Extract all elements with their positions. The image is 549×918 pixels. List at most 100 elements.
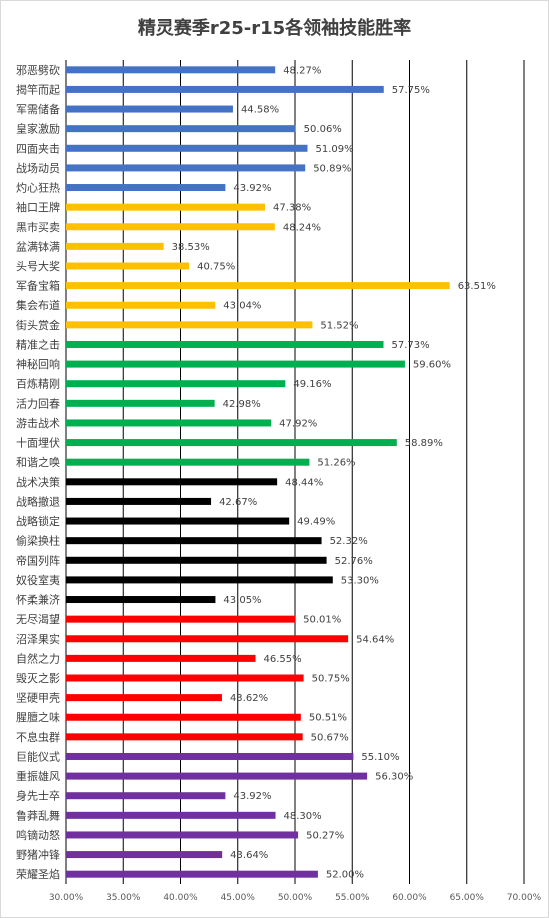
- bar: [66, 556, 327, 564]
- bar: [66, 615, 296, 623]
- data-label: 43.05%: [223, 595, 261, 606]
- bar: [66, 340, 384, 348]
- bar: [66, 772, 368, 780]
- category-label: 集会布道: [16, 298, 60, 312]
- data-label: 50.89%: [313, 163, 351, 174]
- category-label: 头号大奖: [16, 259, 60, 273]
- gridlines: [65, 60, 525, 884]
- category-labels: 邪恶劈砍揭竿而起军需储备皇家激励四面夹击战场动员灼心狂热袖口王牌黑市买卖盆满钵满…: [16, 63, 60, 881]
- bar: [66, 66, 276, 74]
- data-label: 50.67%: [311, 732, 349, 743]
- bars: [66, 66, 450, 878]
- data-label: 47.92%: [279, 418, 317, 429]
- data-label: 43.62%: [230, 693, 268, 704]
- category-label: 盆满钵满: [16, 239, 60, 253]
- category-label: 野猪冲锋: [16, 848, 60, 862]
- bar: [66, 223, 275, 231]
- category-label: 邪恶劈砍: [16, 63, 60, 77]
- data-label: 51.52%: [320, 320, 358, 331]
- bar: [66, 380, 286, 388]
- bar: [66, 282, 450, 290]
- data-label: 50.06%: [304, 124, 342, 135]
- data-label: 53.30%: [341, 575, 379, 586]
- bar: [66, 164, 306, 172]
- data-label: 42.67%: [219, 497, 257, 508]
- bar: [66, 497, 212, 505]
- x-tick-label: 50.00%: [278, 893, 313, 903]
- bar: [66, 811, 276, 819]
- data-label: 50.01%: [303, 615, 341, 626]
- category-label: 十面埋伏: [16, 436, 60, 450]
- data-label: 52.76%: [335, 556, 373, 567]
- category-label: 百炼精刚: [16, 377, 60, 391]
- category-label: 鲁莽乱舞: [16, 808, 60, 822]
- bar: [66, 870, 318, 878]
- category-label: 毁灭之影: [16, 671, 60, 685]
- category-label: 军备宝箱: [16, 279, 60, 293]
- data-label: 52.32%: [330, 536, 368, 547]
- category-label: 袖口王牌: [16, 200, 60, 214]
- x-tick-label: 40.00%: [163, 893, 198, 903]
- category-label: 街头赏金: [16, 318, 60, 332]
- category-label: 战场动员: [16, 161, 60, 175]
- bar: [66, 203, 266, 211]
- bar: [66, 713, 301, 721]
- category-label: 战术决策: [16, 475, 60, 489]
- data-label: 43.92%: [233, 791, 271, 802]
- data-label: 43.64%: [230, 850, 268, 861]
- bar: [66, 733, 303, 741]
- bar: [66, 517, 290, 525]
- bar: [66, 125, 296, 133]
- category-label: 活力回春: [16, 397, 60, 410]
- bar: [66, 654, 256, 662]
- category-label: 战略撤退: [16, 494, 60, 508]
- bar: [66, 419, 272, 427]
- bar: [66, 478, 278, 486]
- category-label: 奴役室夷: [16, 573, 60, 587]
- bar: [66, 184, 226, 192]
- data-label: 38.53%: [172, 242, 210, 253]
- data-label: 43.04%: [223, 301, 261, 312]
- data-label: 51.26%: [317, 458, 355, 469]
- category-label: 灼心狂热: [16, 181, 60, 195]
- data-label: 46.55%: [263, 654, 301, 665]
- category-label: 偷梁换柱: [16, 534, 60, 548]
- bar: [66, 85, 384, 93]
- category-label: 精准之击: [16, 337, 60, 351]
- x-tick-label: 35.00%: [106, 893, 141, 903]
- data-label: 44.58%: [241, 105, 279, 116]
- x-tick-label: 70.00%: [507, 893, 542, 903]
- category-label: 沼泽果实: [16, 632, 60, 646]
- data-label: 48.30%: [284, 811, 322, 822]
- bar: [66, 360, 405, 368]
- category-label: 坚硬甲壳: [16, 691, 60, 705]
- x-tick-labels: 30.00% 35.00% 40.00% 45.00% 50.00% 55.00% 60.0…: [49, 893, 542, 903]
- bar: [66, 792, 226, 800]
- bar: [66, 262, 190, 270]
- category-label: 揭竿而起: [16, 82, 60, 96]
- category-label: 巨能仪式: [16, 749, 60, 763]
- data-label: 59.60%: [413, 360, 451, 371]
- bar: [66, 105, 233, 113]
- data-label: 55.10%: [361, 752, 399, 763]
- category-label: 帝国列阵: [16, 553, 60, 567]
- bar: [66, 596, 216, 604]
- bar: [66, 674, 304, 682]
- data-label: 63.51%: [458, 281, 496, 292]
- data-label: 48.44%: [285, 477, 323, 488]
- category-label: 鸣镝动怒: [16, 828, 60, 842]
- category-label: 皇家激励: [16, 122, 60, 136]
- category-label: 战略锁定: [16, 514, 60, 528]
- bar: [66, 321, 313, 329]
- chart-title: 精灵赛季r25-r15各领袖技能胜率: [138, 17, 411, 39]
- category-label: 腥膻之味: [16, 710, 60, 724]
- x-tick-label: 60.00%: [392, 893, 427, 903]
- category-label: 不息虫群: [16, 730, 60, 744]
- data-label: 47.38%: [273, 203, 311, 214]
- data-label: 51.09%: [315, 144, 353, 155]
- data-label: 50.75%: [312, 674, 350, 685]
- category-label: 荣耀圣焰: [16, 867, 60, 881]
- category-label: 军需储备: [16, 102, 60, 116]
- bar: [66, 694, 222, 702]
- data-label: 57.73%: [392, 340, 430, 351]
